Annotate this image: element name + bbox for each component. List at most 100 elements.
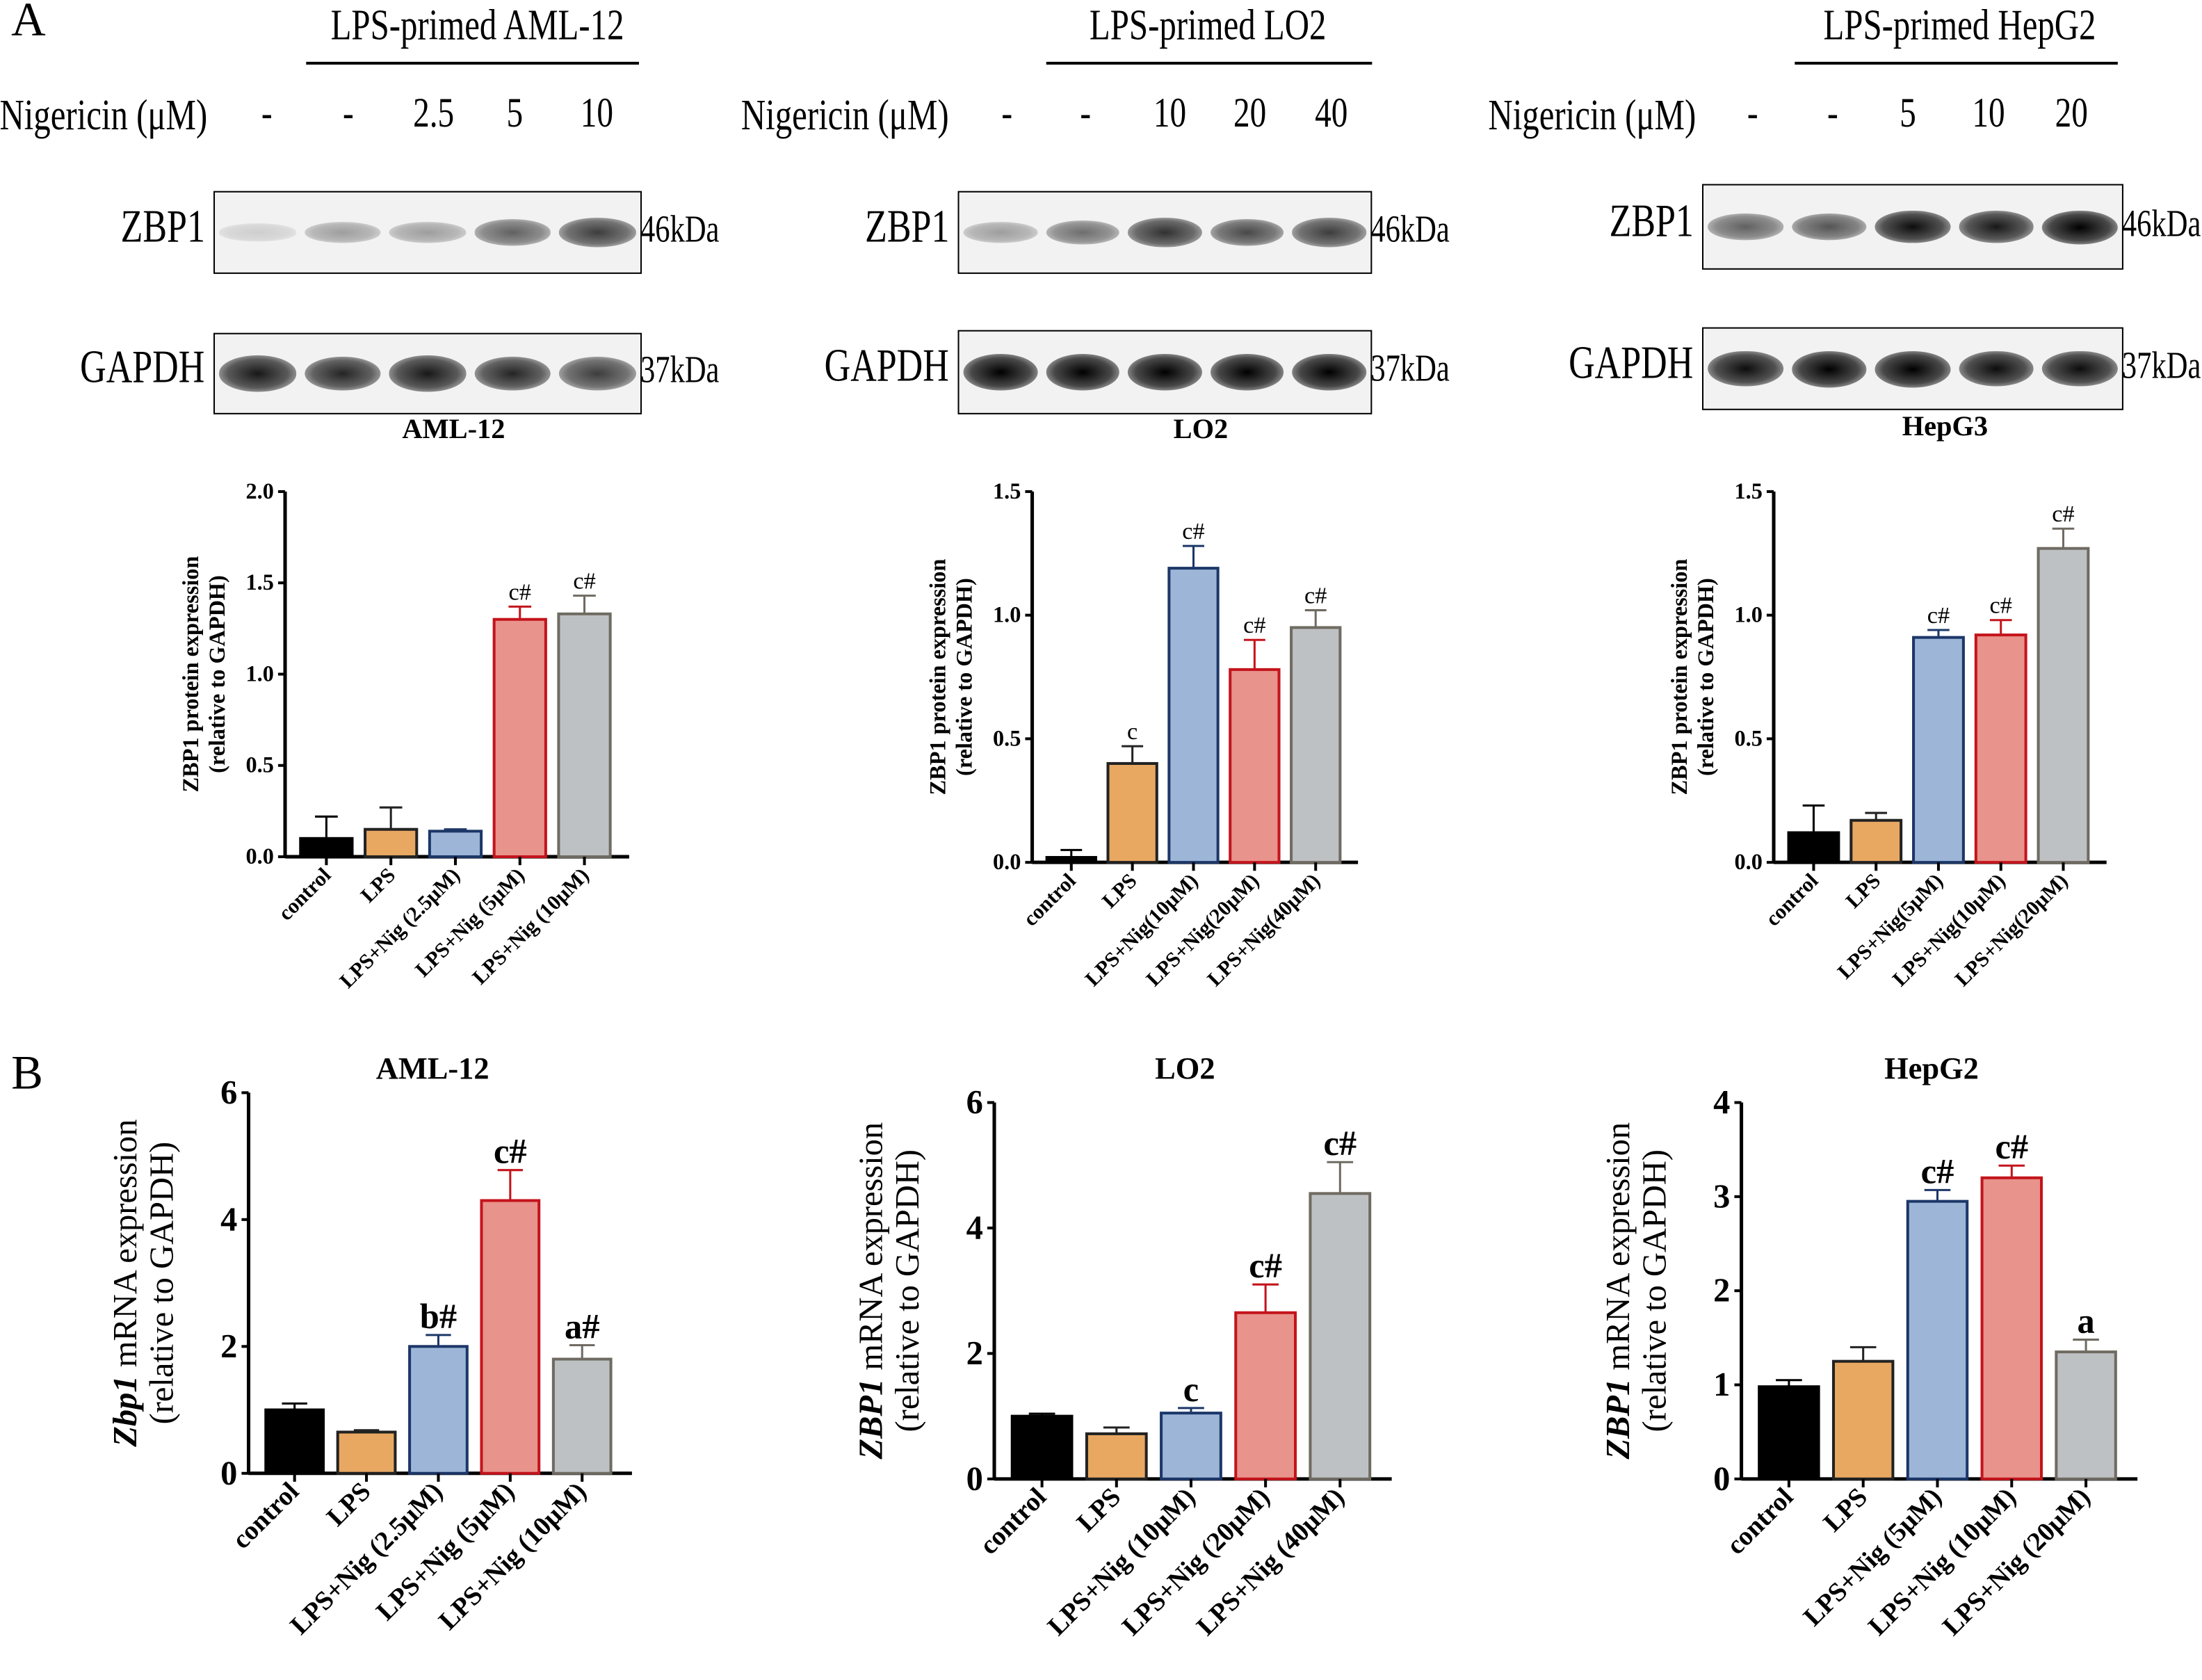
y-tick-label: 1.0 <box>993 602 1021 627</box>
y-axis-label-rest: mRNA expression <box>107 1119 144 1375</box>
gapdh-band <box>1791 350 1867 387</box>
blot-header-text: LPS-primed AML-12 <box>330 0 624 49</box>
gapdh-band <box>389 355 467 391</box>
lane-label-text: 20 <box>2055 90 2088 136</box>
y-tick-label: 1.5 <box>1734 478 1762 503</box>
category-label: LPS <box>1841 869 1885 912</box>
gapdh-band <box>1128 353 1202 391</box>
bar-5 <box>1309 1192 1372 1480</box>
annotation: c# <box>1323 1124 1357 1163</box>
gapdh-kda-text: 37kDa <box>640 348 720 391</box>
zbp1-kda-text: 46kDa <box>1370 207 1450 250</box>
y-tick-label: 0.5 <box>1734 725 1762 750</box>
category-label: LPS+Nig(10μM) <box>1888 869 2010 991</box>
zbp1-kda: 46kDa <box>1370 207 1471 251</box>
y-tick-label: 2.0 <box>245 478 273 503</box>
gapdh-label-text: GAPDH <box>80 342 205 394</box>
zbp1-band <box>1791 213 1867 241</box>
zbp1-kda: 46kDa <box>2122 202 2202 245</box>
annotation: c# <box>1304 582 1327 608</box>
blot-header: LPS-primed LO2 <box>997 0 1418 51</box>
lane-label: 5 <box>1872 90 1942 138</box>
zbp1-label: ZBP1 <box>37 202 205 254</box>
annotation: c# <box>1990 592 2012 619</box>
gapdh-blot <box>1701 327 2123 410</box>
chart-title: AML-12 <box>376 1051 489 1085</box>
panel-label-b: B <box>11 1047 43 1100</box>
lane-label-text: 40 <box>1315 90 1348 136</box>
lane-label: - <box>972 90 1042 138</box>
gapdh-label-text: GAPDH <box>825 341 950 392</box>
y-tick-label: 0 <box>1713 1460 1730 1497</box>
y-axis-label-line: (relative to GAPDH) <box>204 575 229 773</box>
y-tick-label: 0 <box>220 1455 237 1492</box>
lane-label-text: 5 <box>505 90 523 136</box>
gapdh-label-text: GAPDH <box>1569 337 1694 389</box>
annotation: c# <box>1182 518 1204 544</box>
annotation: c <box>1183 1370 1199 1409</box>
y-tick-label: 0.0 <box>993 849 1021 874</box>
gapdh-band <box>559 357 636 391</box>
y-tick-label: 0 <box>966 1460 983 1497</box>
gapdh-label: GAPDH <box>781 341 949 394</box>
bar-5 <box>1290 626 1342 864</box>
zbp1-band <box>2042 209 2118 244</box>
zbp1-blot <box>957 191 1373 274</box>
zbp1-band <box>1045 220 1120 245</box>
y-axis-label-line: (relative to GAPDH) <box>1636 1149 1673 1432</box>
bar-2 <box>1085 1432 1148 1480</box>
zbp1-band <box>1875 210 1951 243</box>
bar-2 <box>1106 761 1158 864</box>
annotation: b# <box>420 1297 457 1336</box>
zbp1-band <box>304 222 381 243</box>
zbp1-label-text: ZBP1 <box>120 201 205 252</box>
nigericin-label-text: Nigericin (μM) <box>1489 90 1697 139</box>
bar-2 <box>1831 1359 1895 1480</box>
zbp1-label: ZBP1 <box>1525 196 1694 248</box>
lane-label: 10 <box>1954 90 2024 138</box>
gapdh-band <box>1875 350 1951 387</box>
annotation: c <box>1127 718 1138 745</box>
y-tick-label: 2 <box>220 1328 237 1365</box>
lane-label: 2.5 <box>399 90 469 138</box>
y-tick-label: 4 <box>966 1210 983 1247</box>
chart-title: LO2 <box>1155 1051 1215 1085</box>
bar-4 <box>1229 668 1281 864</box>
blot-header-text: LPS-primed LO2 <box>1089 0 1327 49</box>
lane-label: - <box>1797 90 1868 138</box>
annotation: c# <box>1995 1127 2028 1166</box>
annotation: c# <box>1927 602 1950 629</box>
category-label: control <box>974 1483 1052 1560</box>
bar-1 <box>1758 1385 1820 1480</box>
y-tick-label: 3 <box>1713 1178 1730 1215</box>
lane-label-text: 10 <box>1153 90 1187 136</box>
y-axis-label-line: (relative to GAPDH) <box>143 1142 180 1424</box>
header-underline <box>1795 61 2118 65</box>
category-label: LPS+Nig (10μM) <box>468 863 594 989</box>
y-axis-label-line: (relative to GAPDH) <box>889 1149 926 1432</box>
bar-2 <box>364 827 419 859</box>
zbp1-kda-text: 46kDa <box>2121 201 2201 244</box>
annotation: a <box>2077 1301 2094 1340</box>
lane-label-text: - <box>343 90 354 136</box>
nigericin-label: Nigericin (μM) <box>1416 90 1697 140</box>
category-label: control <box>1760 869 1822 930</box>
chart-title: HepG2 <box>1884 1051 1979 1085</box>
y-tick-label: 1.0 <box>1734 602 1762 627</box>
y-tick-label: 6 <box>220 1074 237 1111</box>
lane-label: - <box>232 90 302 138</box>
category-label: control <box>1721 1483 1799 1560</box>
y-axis-label-line: ZBP1 mRNA expression <box>852 1122 889 1460</box>
zbp1-blot <box>213 191 642 274</box>
gapdh-band <box>1045 353 1120 391</box>
zbp1-band <box>559 218 636 247</box>
gapdh-kda: 37kDa <box>2122 344 2202 387</box>
gapdh-band <box>304 356 381 391</box>
category-label: control <box>273 863 335 925</box>
lane-label-text: 10 <box>580 90 614 136</box>
chart-2: 0.0 0.5 1.0 1.5 control c LPS c# LPS+Nig(10μM) c#… <box>925 478 1359 991</box>
lane-label: - <box>1717 90 1788 138</box>
y-tick-label: 1.0 <box>245 661 273 686</box>
